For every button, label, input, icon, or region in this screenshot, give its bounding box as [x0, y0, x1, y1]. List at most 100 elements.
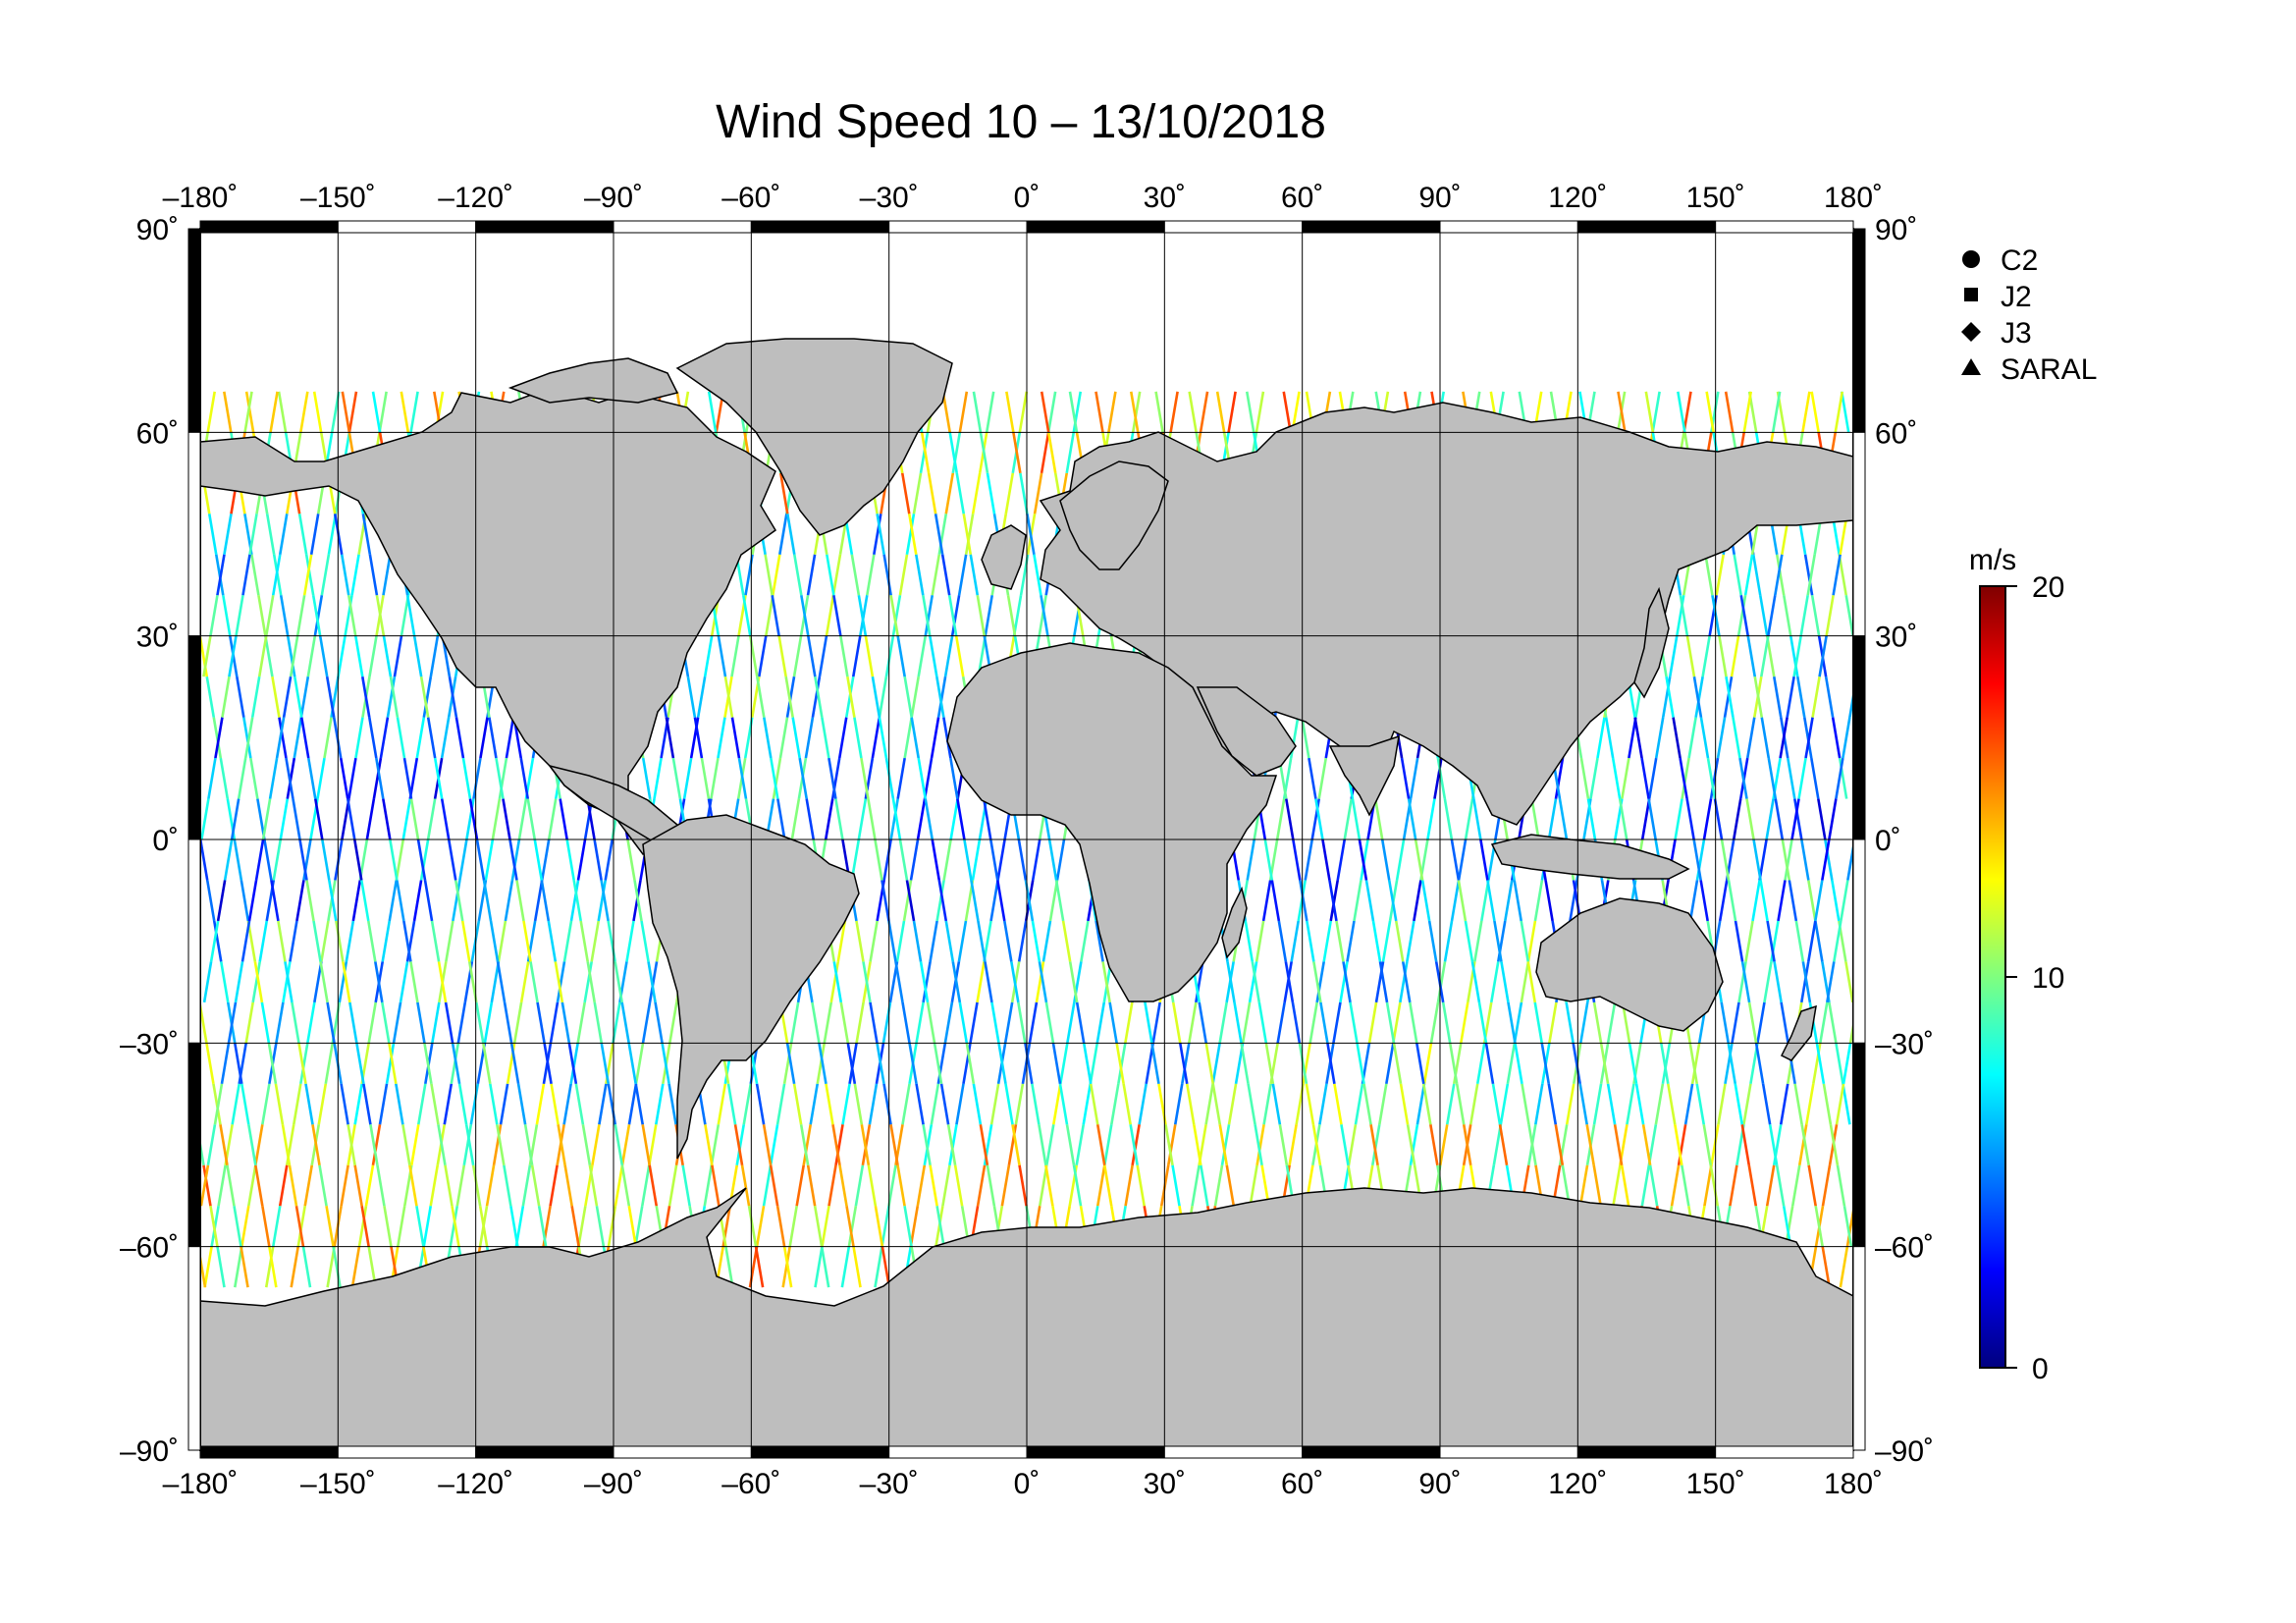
track-segment	[345, 920, 355, 962]
track-segment	[942, 717, 952, 759]
track-segment	[898, 839, 909, 881]
track-segment	[469, 1083, 480, 1125]
track-segment	[1767, 757, 1778, 799]
track-segment	[209, 1205, 219, 1247]
track-segment	[200, 1137, 205, 1165]
track-segment	[1533, 1001, 1544, 1044]
track-segment	[1308, 757, 1317, 799]
track-segment	[1828, 1001, 1838, 1044]
track-segment	[1427, 920, 1438, 962]
track-segment	[1745, 798, 1755, 840]
track-segment	[935, 676, 945, 718]
track-segment	[1251, 961, 1261, 1003]
track-segment	[834, 1124, 844, 1165]
track-segment	[1218, 1124, 1229, 1165]
track-segment	[1774, 798, 1785, 840]
track-segment	[933, 1043, 943, 1085]
track-segment	[1082, 1043, 1093, 1085]
track-segment	[378, 1083, 389, 1125]
track-segment	[1807, 920, 1817, 962]
lon-tick-label-bottom: 180˚	[1824, 1468, 1883, 1500]
track-segment	[200, 1164, 210, 1207]
track-segment	[235, 594, 244, 636]
track-segment	[561, 1001, 571, 1044]
track-segment	[1051, 1043, 1062, 1085]
track-segment	[903, 676, 913, 718]
track-segment	[533, 880, 544, 922]
track-segment	[969, 554, 980, 596]
track-segment	[949, 798, 959, 840]
track-segment	[1520, 920, 1529, 962]
lon-tick-label-top: 0˚	[1014, 182, 1041, 214]
track-segment	[1409, 757, 1419, 799]
track-segment	[867, 798, 877, 840]
track-segment	[1702, 1124, 1713, 1165]
track-segment	[1218, 1001, 1228, 1044]
frame-bar-bottom	[1163, 1445, 1304, 1459]
track-segment	[1795, 676, 1806, 718]
track-segment	[251, 961, 262, 1003]
track-segment	[223, 514, 233, 555]
track-segment	[254, 1124, 264, 1165]
track-segment	[648, 961, 659, 1003]
track-segment	[1578, 1164, 1589, 1207]
track-segment	[212, 717, 223, 759]
track-segment	[997, 1043, 1007, 1085]
track-segment	[1717, 1083, 1727, 1125]
track-segment	[1054, 880, 1065, 922]
track-segment	[597, 880, 608, 922]
track-segment	[756, 676, 766, 718]
track-segment	[1204, 1083, 1214, 1125]
track-segment	[247, 1124, 257, 1165]
track-segment	[1685, 798, 1695, 840]
track-segment	[1044, 1164, 1054, 1207]
track-segment	[509, 1043, 520, 1085]
track-segment	[986, 1164, 996, 1207]
track-segment	[1040, 432, 1050, 474]
track-segment	[233, 1246, 243, 1288]
track-segment	[1305, 1083, 1315, 1125]
track-segment	[604, 839, 614, 881]
track-segment	[1031, 839, 1041, 881]
track-segment	[1810, 757, 1820, 799]
track-segment	[982, 798, 992, 840]
lon-tick-label-top: –150˚	[300, 182, 376, 214]
track-segment	[1787, 757, 1796, 799]
track-segment	[1734, 920, 1744, 962]
track-segment	[1606, 1083, 1617, 1125]
track-segment	[941, 391, 951, 433]
track-segment	[922, 594, 932, 636]
track-segment	[876, 1043, 885, 1085]
track-segment	[1371, 920, 1382, 962]
track-segment	[529, 961, 539, 1003]
track-segment	[451, 1205, 460, 1247]
track-segment	[828, 1164, 837, 1207]
track-segment	[614, 961, 623, 1003]
track-segment	[360, 1205, 370, 1247]
track-segment	[219, 1124, 229, 1165]
track-segment	[353, 1083, 363, 1125]
track-segment	[1760, 717, 1771, 759]
track-segment	[862, 961, 872, 1003]
track-segment	[396, 717, 406, 759]
frame-bar-bottom	[1302, 1445, 1441, 1459]
track-segment	[757, 635, 768, 677]
track-segment	[900, 472, 911, 514]
track-segment	[1254, 1124, 1263, 1165]
track-segment	[1299, 880, 1308, 922]
track-segment	[1285, 798, 1295, 840]
track-segment	[1724, 391, 1735, 433]
track-segment	[426, 717, 437, 759]
track-segment	[829, 961, 840, 1003]
track-segment	[593, 839, 603, 881]
track-segment	[1322, 920, 1332, 962]
track-segment	[1101, 961, 1111, 1003]
track-segment	[278, 1164, 289, 1207]
frame-bar-top	[888, 220, 1028, 234]
track-segment	[936, 676, 947, 718]
track-segment	[1674, 798, 1683, 840]
track-segment	[209, 594, 219, 636]
legend-item-j2: J2	[2001, 281, 2032, 313]
track-segment	[422, 1205, 433, 1247]
track-segment	[682, 757, 693, 799]
